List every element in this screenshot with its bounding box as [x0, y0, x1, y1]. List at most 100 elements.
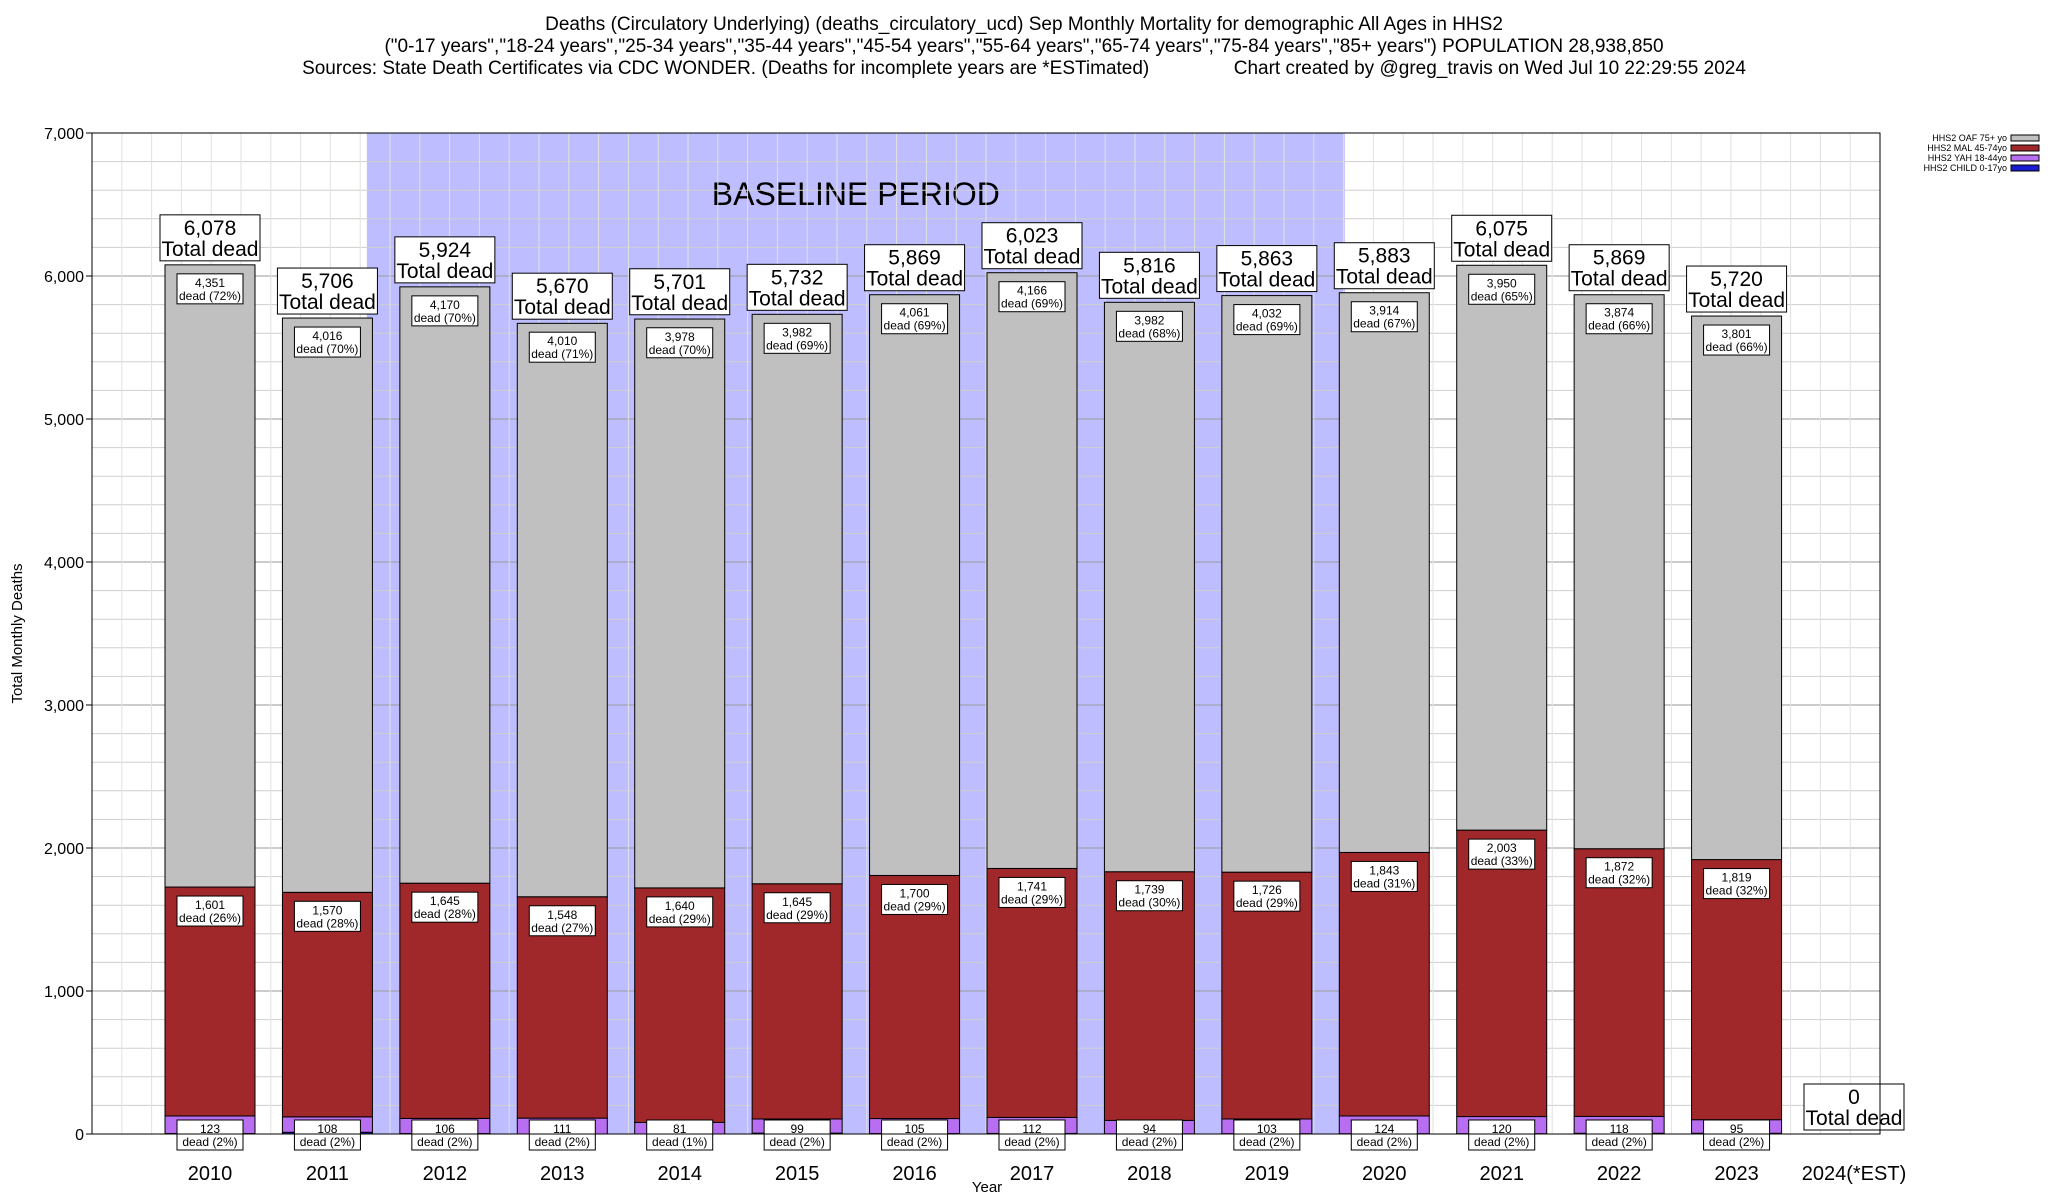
label-oaf-value: 4,032: [1252, 307, 1282, 321]
total-label-text: Total dead: [1336, 266, 1433, 289]
total-label-value: 5,706: [301, 270, 354, 293]
label-oaf-value: 3,801: [1722, 327, 1752, 341]
label-oaf-pct: dead (69%): [1001, 297, 1063, 311]
bar-segment-oaf: [1103, 301, 1195, 873]
label-mal-box: [1115, 880, 1183, 912]
legend-label: HHS2 OAF 75+ yo: [1932, 133, 2007, 143]
y-tick-label: 5,000: [44, 412, 84, 429]
total-label-box: [159, 214, 261, 262]
bar-segment-oaf: [164, 264, 256, 888]
total-label-text: Total dead: [1806, 1107, 1903, 1130]
x-tick-label: 2023: [1714, 1163, 1759, 1185]
label-mal-box: [411, 891, 479, 923]
bar-segment-mal: [1573, 848, 1665, 1117]
total-label-value: 5,670: [536, 275, 589, 298]
total-label-value: 5,816: [1123, 254, 1176, 277]
label-oaf-value: 3,978: [665, 330, 695, 344]
bar-segment-oaf: [751, 313, 843, 885]
total-label-box: [394, 236, 496, 284]
bar-segment-mal: [1221, 871, 1313, 1120]
axes: 0 1,000 2,000 3,000 4,000 5,000 6,000 7,000 2010…: [9, 126, 1906, 1196]
total-label-text: Total dead: [1571, 268, 1668, 291]
total-label-value: 5,883: [1358, 245, 1411, 268]
label-yah-pct: dead (2%): [300, 1135, 355, 1149]
label-oaf-box: [1350, 301, 1418, 333]
bar-segment-mal: [1456, 829, 1548, 1118]
label-oaf-pct: dead (70%): [296, 342, 358, 356]
legend-swatch: [2010, 134, 2040, 142]
total-label-text: Total dead: [396, 260, 493, 283]
label-yah-value: 124: [1374, 1122, 1394, 1136]
label-oaf-box: [1468, 273, 1536, 305]
y-tick-label: 6,000: [44, 269, 84, 286]
label-mal-box: [293, 900, 361, 932]
total-label-text: Total dead: [162, 238, 259, 261]
label-mal-pct: dead (29%): [884, 899, 946, 913]
label-yah-pct: dead (2%): [1709, 1135, 1764, 1149]
label-oaf-box: [176, 273, 244, 305]
bar-segment-mal: [1691, 859, 1783, 1121]
label-yah-box: [998, 1119, 1066, 1151]
y-tick-label: 0: [75, 1127, 84, 1144]
label-oaf-pct: dead (66%): [1588, 319, 1650, 333]
label-mal-value: 1,601: [195, 898, 225, 912]
label-yah-box: [1233, 1119, 1301, 1151]
label-oaf-value: 3,982: [1134, 313, 1164, 327]
total-label-box: [1686, 265, 1788, 313]
y-tick-label: 4,000: [44, 555, 84, 572]
legend-label: HHS2 CHILD 0-17yo: [1923, 163, 2007, 173]
x-tick-label: 2019: [1245, 1163, 1290, 1185]
label-yah-value: 106: [435, 1122, 455, 1136]
label-mal-box: [998, 876, 1066, 908]
label-yah-pct: dead (2%): [887, 1135, 942, 1149]
total-label-value: 0: [1848, 1086, 1860, 1109]
label-yah-box: [763, 1119, 831, 1151]
label-yah-value: 94: [1143, 1122, 1157, 1136]
bar-segment-oaf: [281, 317, 373, 893]
label-mal-value: 1,548: [547, 908, 577, 922]
label-yah-value: 105: [905, 1122, 925, 1136]
bar-segment-mal: [1338, 851, 1430, 1117]
bar-segment-mal: [869, 874, 961, 1120]
x-tick-label: 2022: [1597, 1163, 1642, 1185]
label-yah-box: [1468, 1119, 1536, 1151]
bar-segment-oaf: [1573, 294, 1665, 850]
total-label-text: Total dead: [1688, 289, 1785, 312]
label-oaf-box: [881, 303, 949, 335]
label-mal-value: 1,872: [1604, 860, 1634, 874]
label-oaf-value: 3,950: [1487, 276, 1517, 290]
x-tick-label: 2015: [775, 1163, 820, 1185]
label-yah-box: [1350, 1119, 1418, 1151]
label-yah-value: 95: [1730, 1122, 1744, 1136]
label-yah-pct: dead (2%): [1591, 1135, 1646, 1149]
bar-segment-mal: [986, 867, 1078, 1118]
bar-segment-oaf: [399, 286, 491, 884]
label-mal-pct: dead (31%): [1353, 876, 1415, 890]
x-tick-label: 2011: [306, 1163, 349, 1185]
total-label-text: Total dead: [514, 296, 611, 319]
label-yah-pct: dead (1%): [652, 1135, 707, 1149]
label-oaf-box: [528, 331, 596, 363]
chart-title: Deaths (Circulatory Underlying) (deaths_…: [545, 14, 1503, 35]
total-label-value: 5,869: [1593, 247, 1646, 270]
label-mal-box: [1468, 838, 1536, 870]
label-yah-pct: dead (2%): [182, 1135, 237, 1149]
y-tick-label: 2,000: [44, 841, 84, 858]
chart-title-block: Deaths (Circulatory Underlying) (deaths_…: [0, 14, 2048, 80]
x-tick-label: 2010: [188, 1163, 233, 1185]
label-mal-box: [646, 896, 714, 928]
label-mal-value: 1,726: [1252, 883, 1282, 897]
total-label-value: 5,863: [1241, 248, 1294, 271]
label-oaf-box: [293, 326, 361, 358]
total-label-box: [1568, 244, 1670, 292]
total-label-value: 6,023: [1006, 225, 1059, 248]
total-label-text: Total dead: [866, 268, 963, 291]
chart-subtitle-ages: ("0-17 years","18-24 years","25-34 years…: [384, 36, 1664, 57]
label-mal-box: [176, 895, 244, 927]
total-label-box: [1451, 214, 1553, 262]
bar-segment-oaf: [1338, 292, 1430, 853]
label-oaf-pct: dead (65%): [1471, 289, 1533, 303]
label-oaf-value: 4,170: [430, 298, 460, 312]
label-yah-pct: dead (2%): [1357, 1135, 1412, 1149]
label-oaf-value: 4,351: [195, 276, 225, 290]
